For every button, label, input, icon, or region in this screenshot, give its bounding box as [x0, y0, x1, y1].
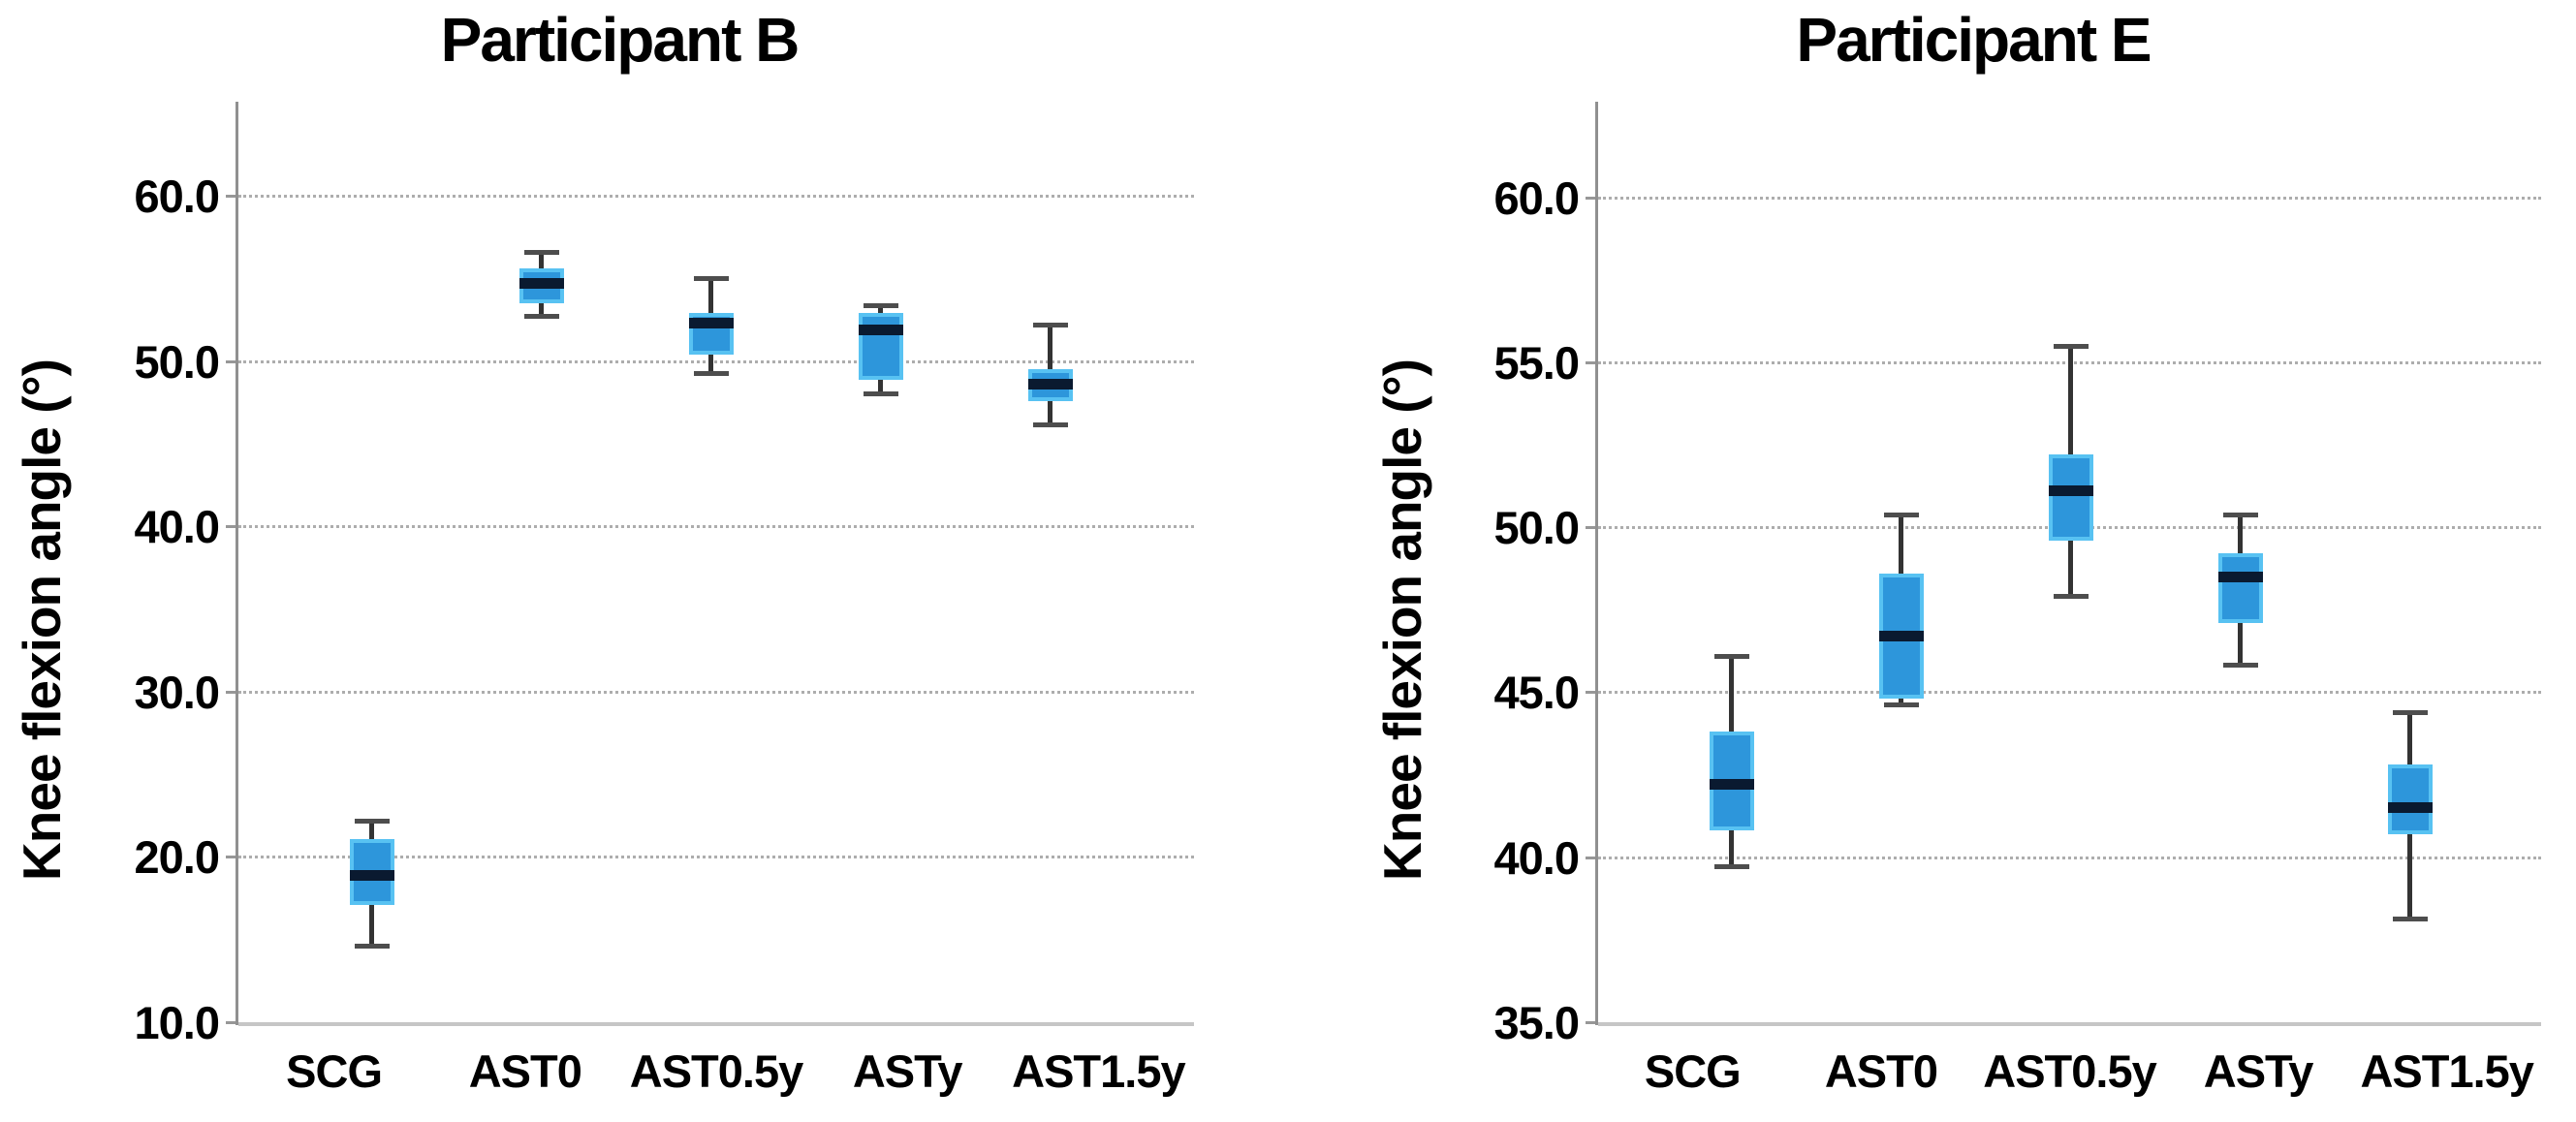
x-tick-label-AST0: AST0	[1824, 1045, 1938, 1097]
y-tick-mark	[226, 359, 238, 363]
gridline-y20	[238, 856, 1194, 859]
whisker-cap-high-ASTy	[2222, 512, 2258, 517]
whisker-cap-high-AST1.5y	[1032, 323, 1068, 328]
whisker-cap-high-SCG	[1713, 654, 1749, 660]
median-AST0.5y	[688, 318, 734, 329]
median-AST1.5y	[2387, 802, 2433, 814]
gridline-y60	[238, 195, 1194, 199]
y-tick-label: 45.0	[1493, 667, 1580, 719]
x-tick-label-SCG: SCG	[1644, 1045, 1742, 1097]
y-tick-mark	[1586, 196, 1598, 200]
y-tick-label: 60.0	[1493, 171, 1580, 224]
box-ASTy	[2217, 553, 2263, 623]
whisker-cap-low-AST1.5y	[1032, 422, 1068, 428]
y-tick-label: 30.0	[134, 666, 220, 718]
x-tick-label-AST0.5y: AST0.5y	[1983, 1045, 2156, 1097]
gridline-y30	[238, 690, 1194, 694]
whisker-cap-high-AST1.5y	[2392, 709, 2428, 715]
gridline-y60	[1598, 196, 2541, 200]
y-tick-label: 40.0	[134, 501, 220, 553]
y-tick-mark	[226, 525, 238, 529]
whisker-cap-high-AST0.5y	[2053, 343, 2089, 349]
x-tick-label-ASTy: ASTy	[2203, 1045, 2314, 1097]
x-tick-label-AST1.5y: AST1.5y	[2360, 1045, 2533, 1097]
x-axis-baseline	[1598, 1022, 2541, 1026]
x-tick-label-ASTy: ASTy	[852, 1045, 963, 1097]
gridline-y50	[238, 359, 1194, 363]
y-tick-mark	[1586, 1021, 1598, 1024]
y-tick-label: 20.0	[134, 831, 220, 884]
y-axis-line	[1595, 102, 1598, 1025]
x-tick-label-AST0.5y: AST0.5y	[629, 1045, 803, 1097]
gridline-y40	[1598, 856, 2541, 859]
y-tick-mark	[226, 1021, 238, 1024]
y-tick-mark	[1586, 691, 1598, 695]
median-AST0	[518, 278, 564, 290]
box-ASTy	[858, 313, 903, 380]
y-tick-label: 55.0	[1493, 336, 1580, 389]
y-tick-mark	[226, 856, 238, 859]
median-AST0	[1878, 631, 1924, 642]
whisker-cap-high-AST0	[1883, 512, 1919, 517]
median-AST1.5y	[1027, 379, 1073, 390]
whisker-cap-high-AST0	[523, 250, 559, 256]
gridline-y45	[1598, 691, 2541, 695]
whisker-cap-low-AST0	[1883, 702, 1919, 708]
y-tick-mark	[1586, 856, 1598, 859]
whisker-cap-high-ASTy	[863, 302, 898, 308]
x-tick-label-AST0: AST0	[468, 1045, 582, 1097]
median-AST0.5y	[2048, 485, 2093, 497]
median-SCG	[349, 869, 394, 881]
gridline-y40	[238, 525, 1194, 529]
y-tick-label: 35.0	[1493, 997, 1580, 1048]
whisker-cap-low-AST1.5y	[2392, 917, 2428, 922]
y-tick-label: 50.0	[1493, 502, 1580, 554]
whisker-cap-low-ASTy	[863, 390, 898, 396]
whisker-cap-low-SCG	[354, 943, 390, 949]
whisker-cap-low-ASTy	[2222, 663, 2258, 669]
whisker-cap-low-AST0.5y	[2053, 593, 2089, 599]
median-SCG	[1709, 779, 1754, 791]
y-axis-title-right: Knee flexion angle (°)	[1372, 359, 1432, 881]
y-tick-label: 40.0	[1493, 831, 1580, 884]
whisker-cap-high-SCG	[354, 818, 390, 824]
y-tick-mark	[226, 195, 238, 199]
median-ASTy	[858, 324, 903, 335]
y-tick-mark	[226, 690, 238, 694]
whisker-cap-low-AST0.5y	[693, 371, 729, 377]
plot-title-participant-e: Participant E	[1796, 5, 2152, 75]
y-tick-mark	[1586, 526, 1598, 530]
x-tick-label-SCG: SCG	[286, 1045, 383, 1097]
x-axis-baseline	[238, 1022, 1194, 1026]
y-tick-label: 10.0	[134, 997, 220, 1048]
y-tick-label: 50.0	[134, 335, 220, 388]
whisker-cap-low-SCG	[1713, 863, 1749, 869]
box-AST0.5y	[2048, 454, 2093, 541]
x-tick-label-AST1.5y: AST1.5y	[1012, 1045, 1185, 1097]
y-tick-label: 60.0	[134, 171, 220, 223]
plot-title-participant-b: Participant B	[440, 5, 801, 75]
whisker-cap-low-AST0	[523, 313, 559, 319]
median-ASTy	[2217, 571, 2263, 582]
whisker-cap-high-AST0.5y	[693, 276, 729, 282]
y-tick-mark	[1586, 360, 1598, 364]
y-axis-line	[236, 102, 238, 1025]
y-axis-title-left: Knee flexion angle (°)	[12, 359, 72, 881]
box-AST1.5y	[2387, 764, 2433, 834]
